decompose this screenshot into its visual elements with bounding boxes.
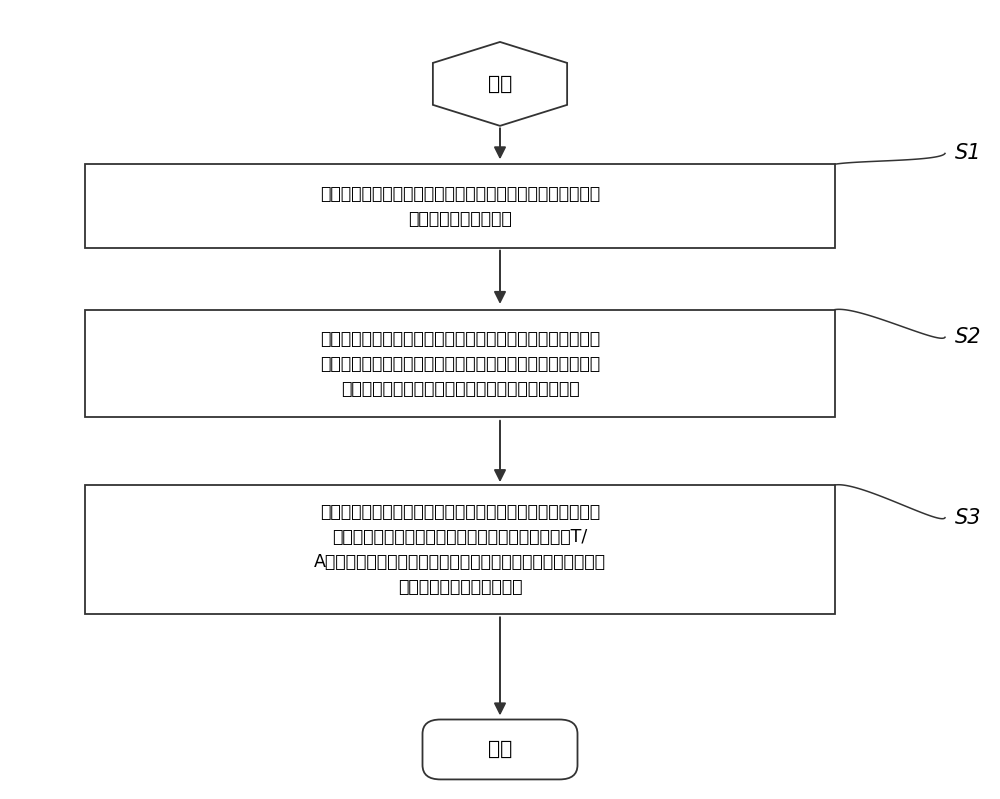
Text: 结束: 结束 <box>488 740 512 759</box>
FancyBboxPatch shape <box>422 719 578 780</box>
Text: 开始: 开始 <box>488 74 512 93</box>
FancyBboxPatch shape <box>85 309 835 417</box>
Text: 将其他柑橘品种的果实品质动态数据通过所述算法建立所述其
他柑橘品种的适宜采收期预测模型，并验证；选择以T/
A为单一采收标准的一元一次回归算法及与该算法对应的适: 将其他柑橘品种的果实品质动态数据通过所述算法建立所述其 他柑橘品种的适宜采收期预… <box>314 503 606 596</box>
Text: S3: S3 <box>955 507 982 528</box>
Text: S1: S1 <box>955 143 982 164</box>
Polygon shape <box>433 42 567 125</box>
Text: 根据果实的最终用途，收集多个柑橘品种在相应产地的果实品
质发育动态和积温数据: 根据果实的最终用途，收集多个柑橘品种在相应产地的果实品 质发育动态和积温数据 <box>320 185 600 228</box>
FancyBboxPatch shape <box>85 485 835 614</box>
FancyBboxPatch shape <box>85 165 835 248</box>
Text: 选取上述其中一品种当年果实品质发育动态数据建立基于果实
成熟度与积温关系的适宜采收期预测模型以及算法，通过所述
模型品种柑橘次年的果实品质动态变化数据进行验证: 选取上述其中一品种当年果实品质发育动态数据建立基于果实 成熟度与积温关系的适宜采… <box>320 329 600 398</box>
Text: S2: S2 <box>955 327 982 348</box>
